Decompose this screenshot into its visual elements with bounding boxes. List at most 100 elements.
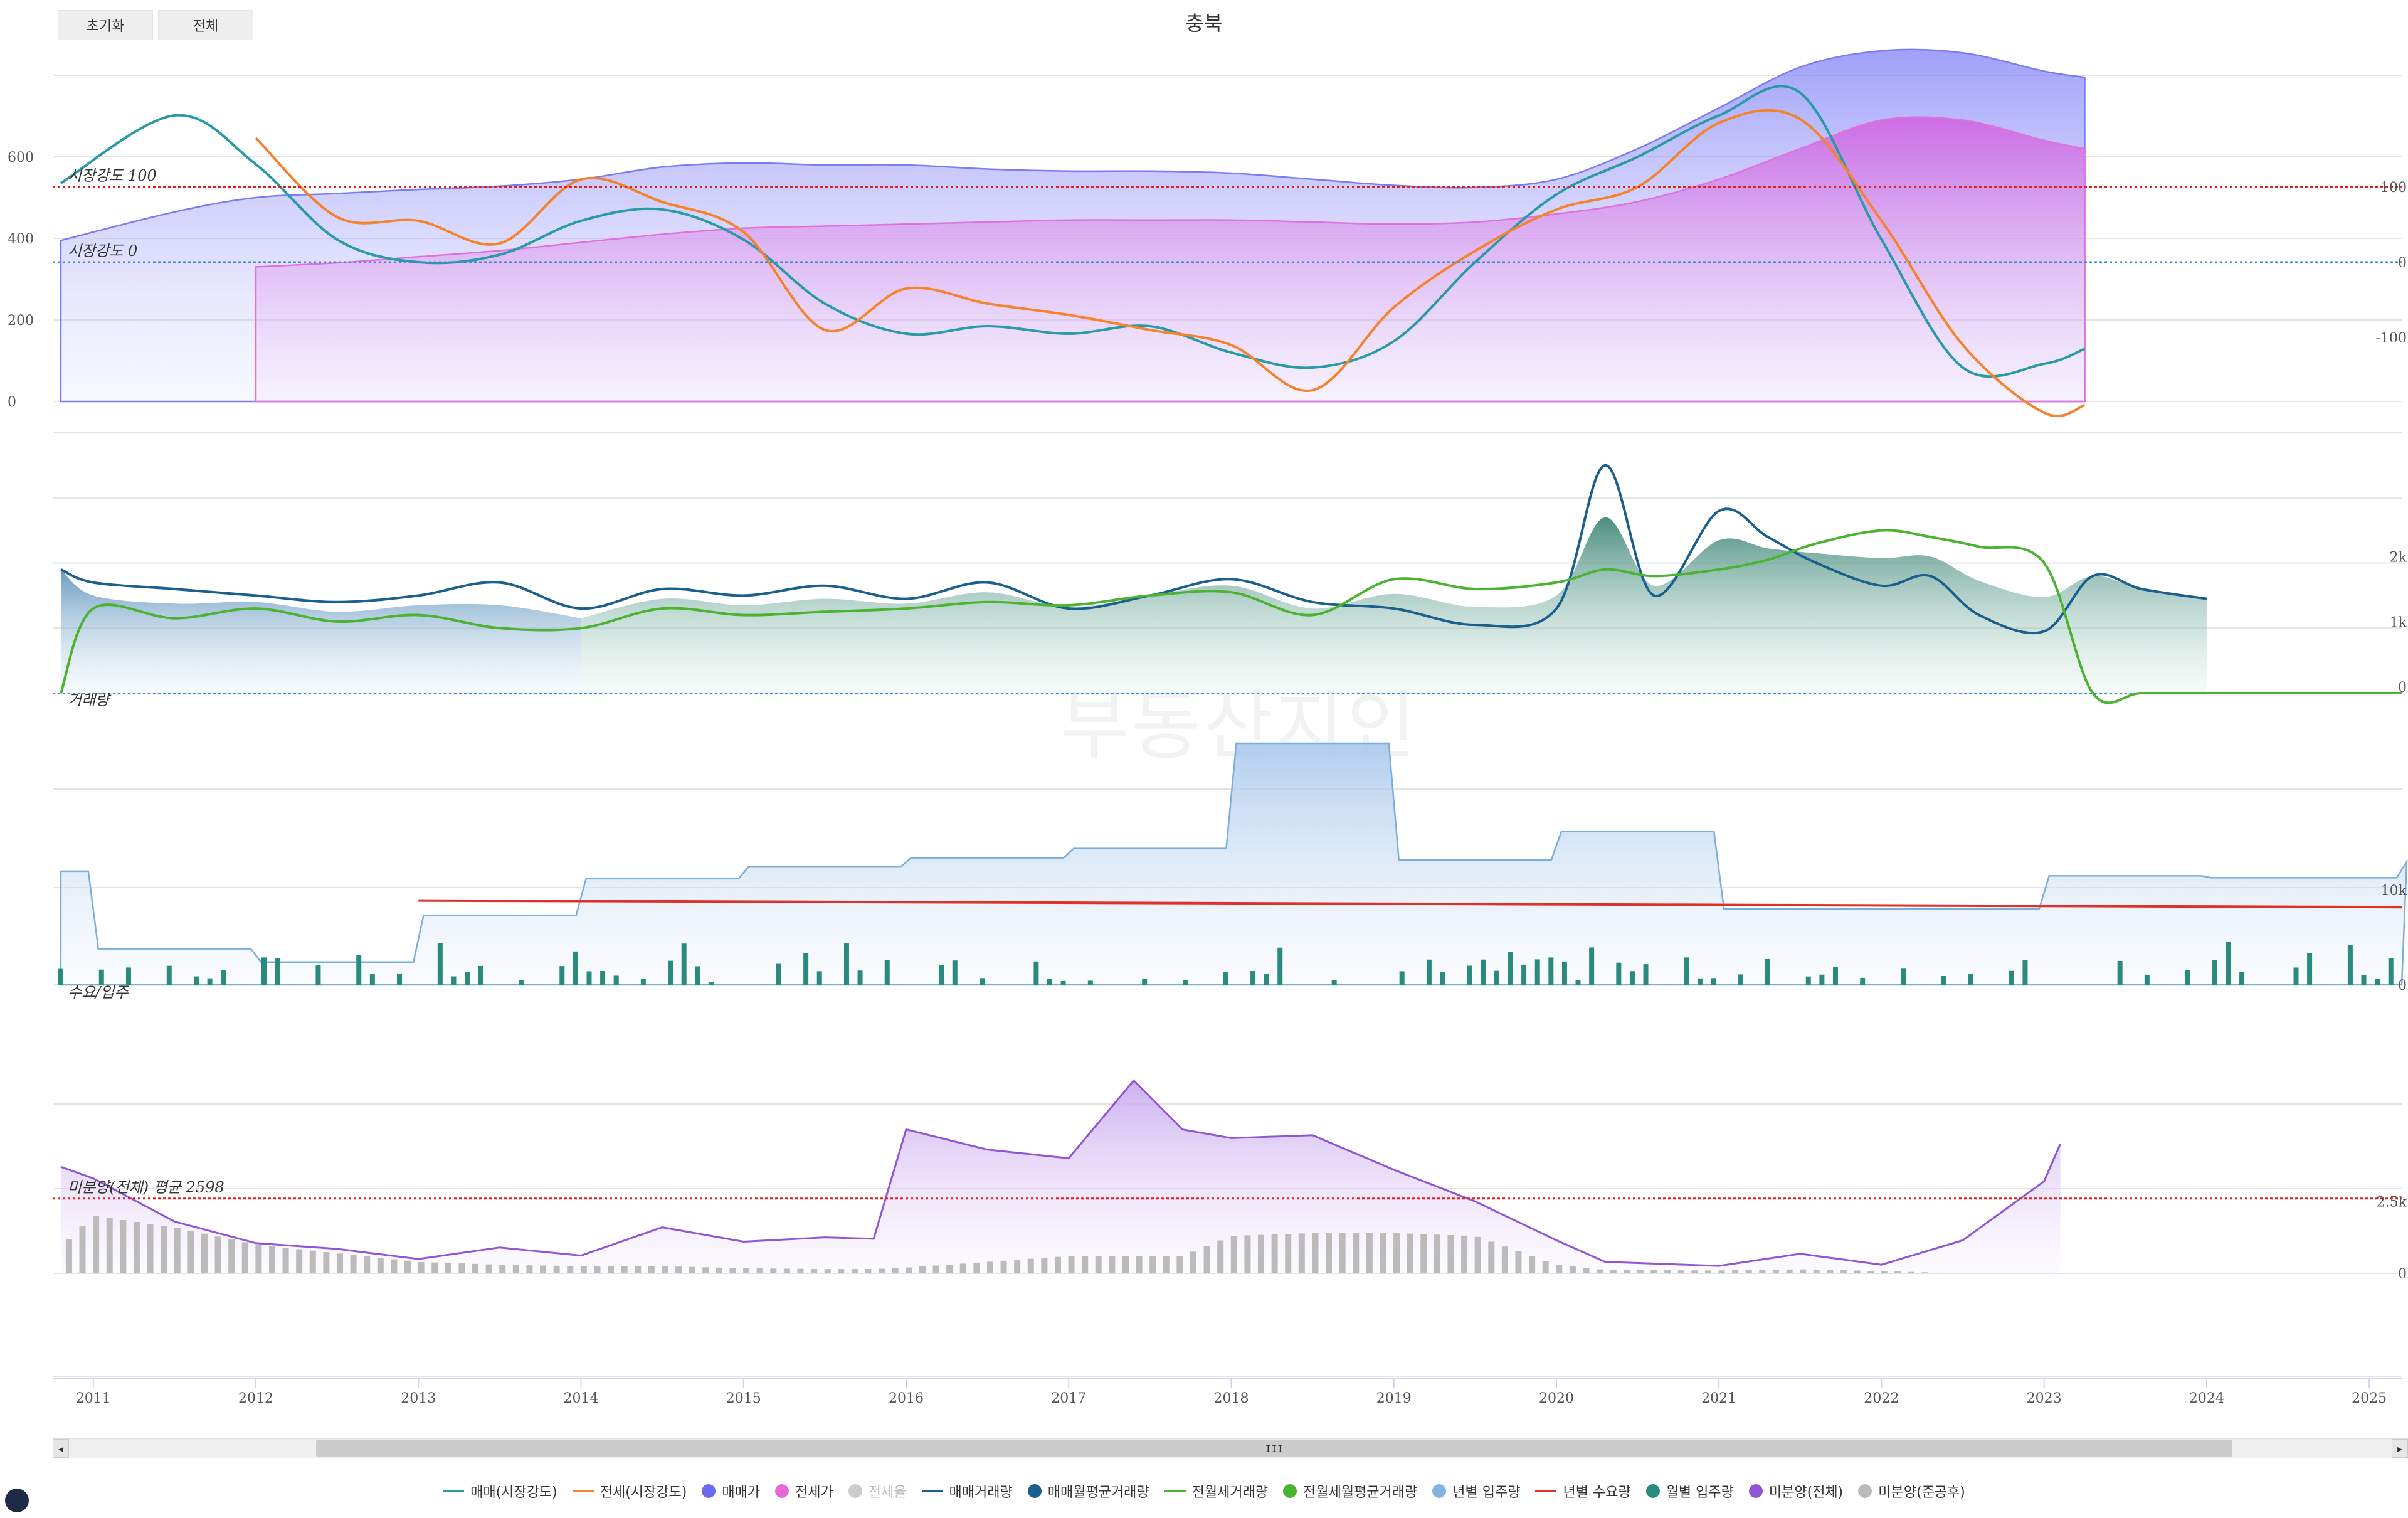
unsold-completed-bar	[594, 1266, 601, 1273]
monthly-supply-bar	[1684, 957, 1689, 985]
legend-swatch-icon	[1535, 1490, 1557, 1492]
legend-item[interactable]: 전월세월평균거래량	[1283, 1481, 1417, 1501]
home-icon[interactable]	[5, 1489, 29, 1512]
monthly-supply-bar	[708, 982, 714, 985]
x-tick-label: 2017	[1051, 1391, 1086, 1406]
unsold-completed-bar	[174, 1228, 181, 1273]
legend-item[interactable]: 매매월평균거래량	[1027, 1481, 1149, 1501]
scroll-left-button[interactable]: ◂	[53, 1439, 69, 1458]
unsold-completed-bar	[1501, 1246, 1508, 1273]
monthly-supply-bar	[586, 971, 592, 985]
unsold-completed-bar	[1203, 1246, 1210, 1273]
unsold-completed-bar	[404, 1260, 411, 1273]
legend-item[interactable]: 매매(시장강도)	[443, 1481, 557, 1501]
monthly-supply-bar	[275, 958, 280, 985]
y-tick-label: 0	[2398, 1266, 2407, 1282]
unsold-completed-bar	[838, 1269, 845, 1273]
monthly-supply-bar	[1399, 971, 1405, 985]
unsold-completed-bar	[1285, 1234, 1292, 1273]
unsold-completed-bar	[445, 1263, 452, 1273]
monthly-supply-bar	[1183, 980, 1188, 985]
unsold-completed-bar	[1366, 1233, 1373, 1273]
unsold-completed-bar	[1583, 1268, 1590, 1273]
unsold-completed-bar	[1691, 1270, 1698, 1273]
monthly-supply-bar	[1494, 970, 1499, 985]
monthly-supply-bar	[1561, 961, 1567, 985]
unsold-completed-bar	[1136, 1256, 1143, 1273]
legend-item[interactable]: 매매가	[702, 1481, 760, 1501]
legend-label: 월별 입주량	[1666, 1485, 1734, 1500]
x-tick-label: 2012	[238, 1391, 273, 1406]
scroll-right-button[interactable]: ▸	[2392, 1439, 2408, 1458]
x-tick-label: 2024	[2189, 1391, 2224, 1406]
unsold-completed-bar	[214, 1236, 221, 1273]
monthly-supply-bar	[356, 955, 362, 985]
legend-item[interactable]: 전세가	[775, 1481, 833, 1501]
legend-swatch-icon	[921, 1490, 943, 1492]
line-layer	[53, 85, 2402, 1267]
unsold-completed-bar	[906, 1267, 912, 1273]
chart-title: 충북	[1185, 11, 1223, 35]
monthly-supply-bar	[573, 951, 578, 985]
monthly-supply-bar	[681, 943, 687, 985]
monthly-supply-bar	[939, 965, 944, 985]
legend-item[interactable]: 년별 수요량	[1535, 1481, 1631, 1501]
monthly-supply-bar	[1223, 972, 1228, 985]
all-range-button[interactable]: 전체	[158, 10, 253, 40]
unsold-completed-bar	[1014, 1260, 1021, 1273]
legend-item[interactable]: 전세(시장강도)	[572, 1481, 687, 1501]
unsold-completed-bar	[1827, 1270, 1834, 1273]
reference-label: 미분양(전체) 평균 2598	[68, 1179, 224, 1196]
y-tick-label: 0	[2398, 978, 2407, 994]
legend-item[interactable]: 미분양(전체)	[1748, 1481, 1843, 1501]
unsold-completed-bar	[1515, 1251, 1522, 1273]
monthly-supply-bar	[2185, 970, 2190, 985]
y-tick-label: -100	[2376, 331, 2407, 346]
monthly-supply-bar	[1047, 979, 1052, 985]
x-tick-label: 2021	[1701, 1391, 1736, 1406]
unsold-completed-bar	[1637, 1270, 1644, 1273]
legend-item[interactable]: 미분양(준공후)	[1858, 1481, 1965, 1501]
unsold-completed-bar	[1921, 1272, 1928, 1273]
legend-item[interactable]: 월별 입주량	[1645, 1481, 1734, 1501]
monthly-supply-bar	[451, 976, 457, 985]
legend-item[interactable]: 전세율	[848, 1481, 907, 1501]
monthly-supply-bar	[2307, 953, 2313, 985]
y-tick-label: 2k	[2390, 550, 2407, 566]
unsold-completed-bar	[1217, 1240, 1224, 1273]
monthly-supply-bar	[776, 963, 781, 985]
unsold-completed-bar	[716, 1267, 722, 1273]
legend-item[interactable]: 매매거래량	[921, 1481, 1013, 1501]
line-series	[60, 464, 2207, 635]
unsold-completed-bar	[1813, 1270, 1820, 1273]
scroll-thumb[interactable]: III	[316, 1440, 2232, 1457]
unsold-completed-bar	[1677, 1270, 1684, 1273]
unsold-completed-bar	[93, 1216, 100, 1273]
chart-svg[interactable]: 0 200 400 600 100 0 -100 시장강도 100 시장강도 0 0 1k 2k 거래량…	[0, 0, 2408, 1436]
monthly-supply-bar	[1941, 975, 1946, 985]
unsold-completed-bar	[783, 1268, 790, 1273]
legend-item[interactable]: 전월세거래량	[1164, 1481, 1268, 1501]
unsold-completed-bar	[1149, 1256, 1156, 1273]
reset-button[interactable]: 초기화	[58, 10, 153, 40]
range-scrollbar[interactable]: ◂ III ▸	[53, 1438, 2408, 1458]
unsold-completed-bar	[959, 1263, 966, 1273]
unsold-completed-bar	[1393, 1233, 1400, 1273]
unsold-completed-bar	[350, 1255, 357, 1273]
monthly-supply-bar	[1250, 970, 1256, 985]
monthly-supply-bar	[1589, 947, 1595, 985]
unsold-completed-bar	[1840, 1270, 1847, 1273]
x-tick-label: 2022	[1864, 1391, 1899, 1406]
unsold-completed-bar	[662, 1266, 668, 1273]
monthly-supply-bar	[1697, 978, 1703, 985]
unsold-completed-bar	[106, 1218, 113, 1273]
unsold-completed-bar	[147, 1224, 154, 1273]
legend-item[interactable]: 년별 입주량	[1432, 1481, 1520, 1501]
monthly-supply-bar	[1264, 974, 1269, 985]
unsold-completed-bar	[1298, 1233, 1305, 1273]
unsold-completed-bar	[1800, 1269, 1807, 1273]
legend-label: 전월세월평균거래량	[1303, 1485, 1418, 1500]
monthly-supply-bar	[2239, 972, 2245, 985]
monthly-supply-bar	[1575, 980, 1581, 985]
unsold-completed-bar	[336, 1253, 343, 1273]
